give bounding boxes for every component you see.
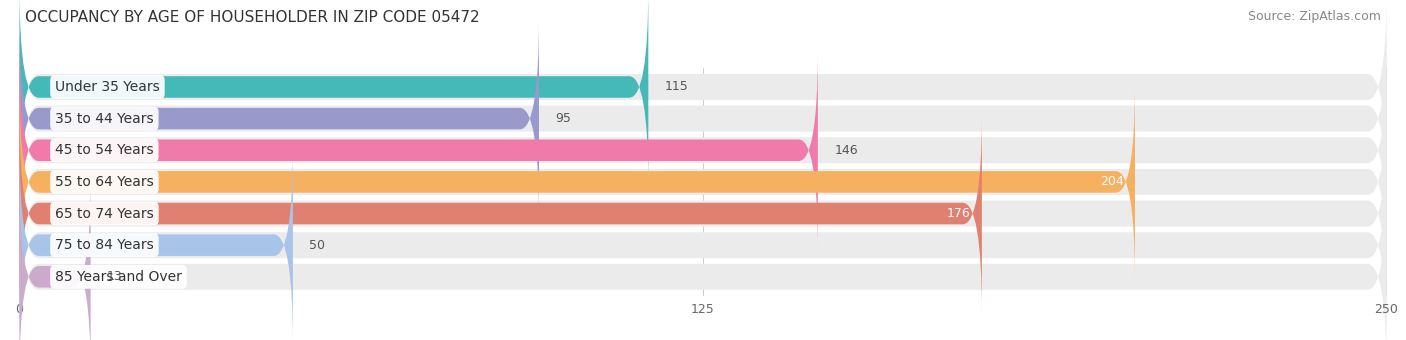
- Text: 65 to 74 Years: 65 to 74 Years: [55, 206, 153, 221]
- FancyBboxPatch shape: [20, 145, 292, 340]
- Text: 85 Years and Over: 85 Years and Over: [55, 270, 181, 284]
- FancyBboxPatch shape: [20, 0, 648, 187]
- Text: 45 to 54 Years: 45 to 54 Years: [55, 143, 153, 157]
- Text: 55 to 64 Years: 55 to 64 Years: [55, 175, 153, 189]
- Text: 146: 146: [834, 144, 858, 157]
- FancyBboxPatch shape: [20, 19, 538, 219]
- Text: 95: 95: [555, 112, 571, 125]
- FancyBboxPatch shape: [20, 114, 981, 313]
- FancyBboxPatch shape: [20, 177, 90, 340]
- FancyBboxPatch shape: [20, 0, 1386, 185]
- Text: OCCUPANCY BY AGE OF HOUSEHOLDER IN ZIP CODE 05472: OCCUPANCY BY AGE OF HOUSEHOLDER IN ZIP C…: [25, 10, 479, 25]
- Text: 75 to 84 Years: 75 to 84 Years: [55, 238, 153, 252]
- Text: 176: 176: [948, 207, 972, 220]
- Text: Source: ZipAtlas.com: Source: ZipAtlas.com: [1247, 10, 1381, 23]
- Text: Under 35 Years: Under 35 Years: [55, 80, 160, 94]
- Text: 13: 13: [107, 270, 122, 283]
- FancyBboxPatch shape: [20, 21, 1386, 216]
- FancyBboxPatch shape: [20, 179, 1386, 340]
- Text: 204: 204: [1101, 175, 1123, 188]
- FancyBboxPatch shape: [20, 84, 1386, 280]
- Text: 50: 50: [309, 239, 325, 252]
- FancyBboxPatch shape: [20, 148, 1386, 340]
- FancyBboxPatch shape: [20, 52, 1386, 248]
- Text: 115: 115: [665, 81, 689, 94]
- FancyBboxPatch shape: [20, 116, 1386, 311]
- FancyBboxPatch shape: [20, 50, 818, 250]
- Text: 35 to 44 Years: 35 to 44 Years: [55, 112, 153, 125]
- FancyBboxPatch shape: [20, 82, 1135, 282]
